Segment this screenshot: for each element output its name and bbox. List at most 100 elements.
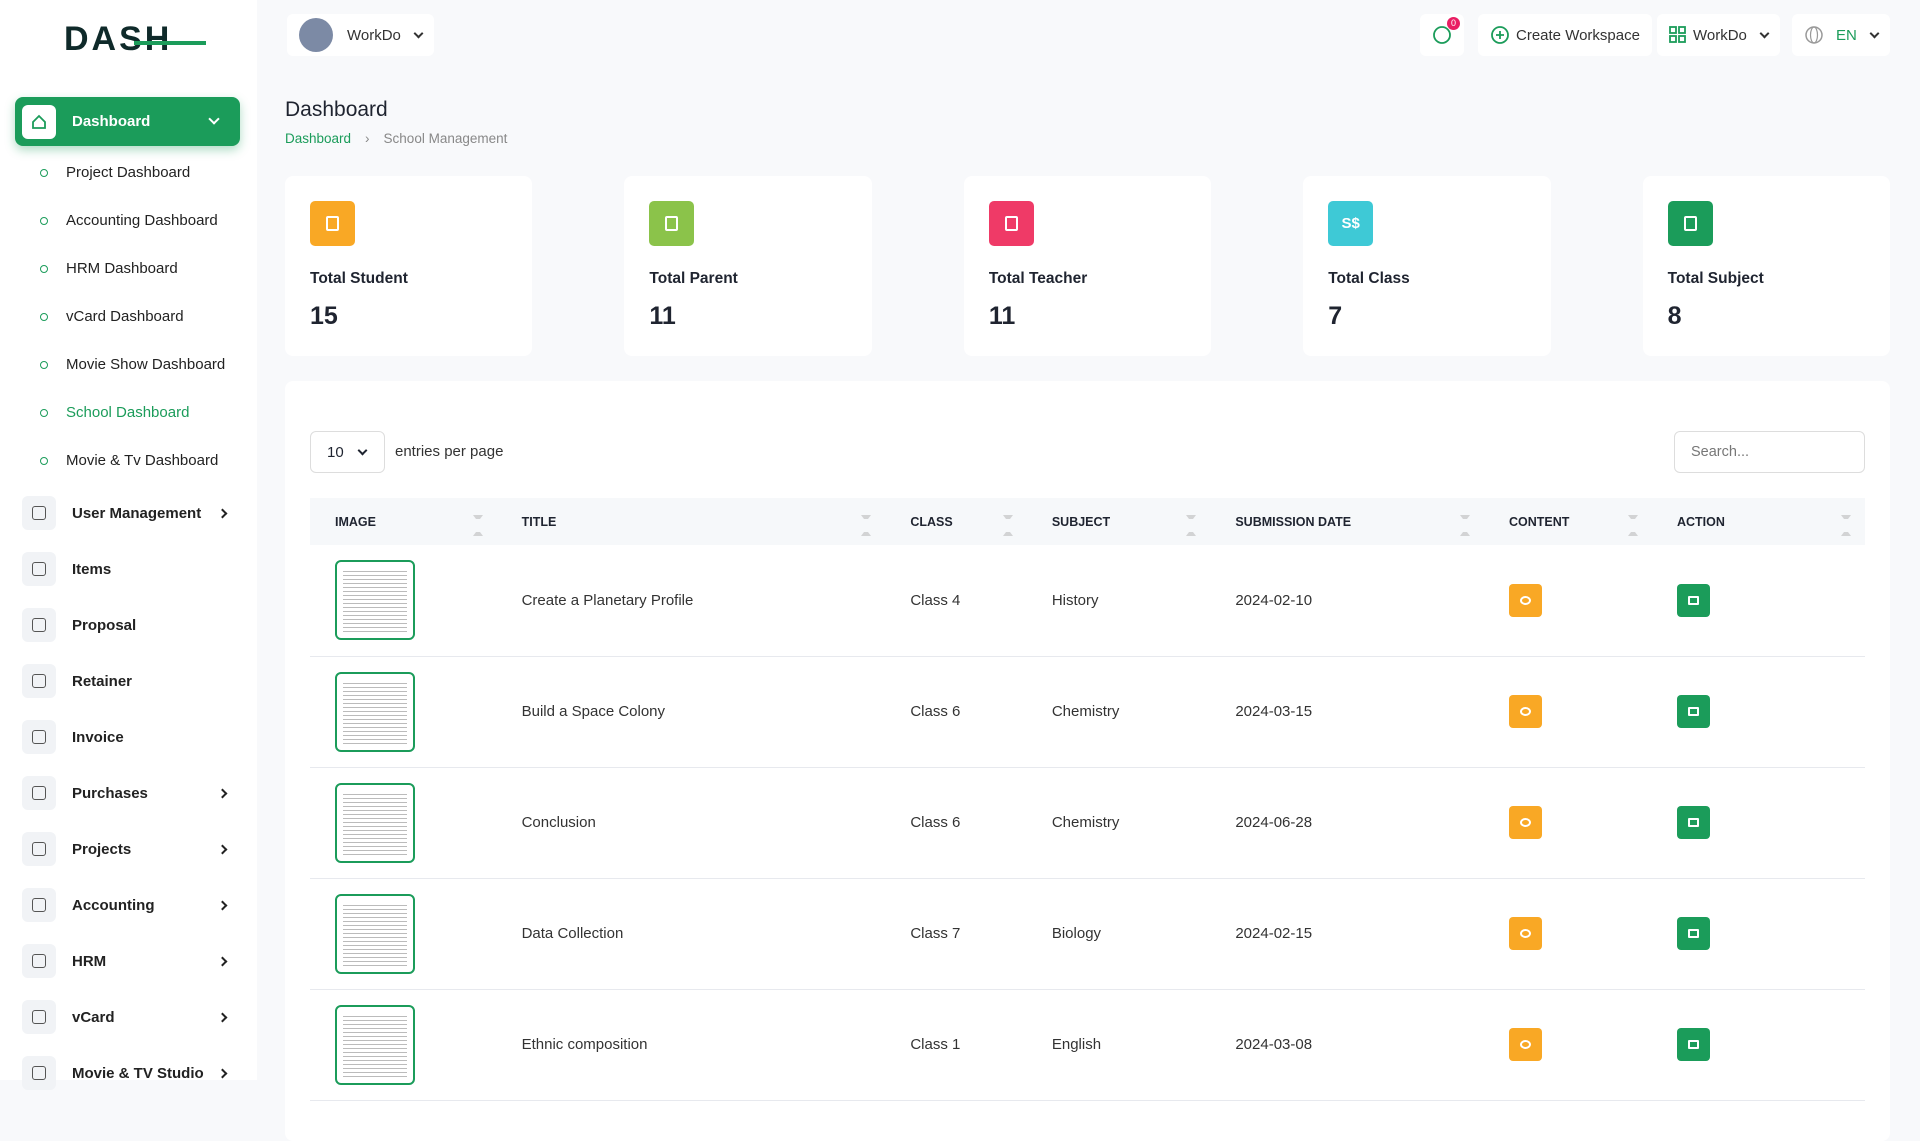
column-header[interactable]: CLASS bbox=[885, 498, 1027, 545]
create-workspace[interactable]: Create Workspace bbox=[1478, 14, 1652, 56]
cell: Class 1 bbox=[885, 989, 1027, 1101]
submenu-item[interactable]: Movie & Tv Dashboard bbox=[40, 452, 218, 469]
page-size-label: entries per page bbox=[395, 443, 504, 460]
card-value: 11 bbox=[988, 302, 1016, 330]
download-button[interactable] bbox=[1676, 806, 1710, 839]
chevron bbox=[217, 1012, 228, 1022]
card-label: Total Class bbox=[1328, 270, 1410, 287]
download-button[interactable] bbox=[1676, 917, 1710, 950]
menu-item[interactable]: Retainer bbox=[22, 664, 240, 698]
chevron bbox=[357, 445, 368, 456]
cell: Class 6 bbox=[885, 767, 1027, 879]
submenu-item[interactable]: Project Dashboard bbox=[40, 164, 190, 181]
page-size-select[interactable]: 10 bbox=[310, 431, 385, 473]
workspace-switcher[interactable]: WorkDo bbox=[287, 14, 434, 56]
menu-label: Projects bbox=[72, 840, 132, 858]
submenu-item[interactable]: vCard Dashboard bbox=[40, 308, 184, 325]
download-button[interactable] bbox=[1676, 583, 1710, 617]
content-button[interactable] bbox=[1509, 1028, 1542, 1061]
chat-icon bbox=[1433, 26, 1451, 44]
cell: Data Collection bbox=[496, 878, 886, 990]
table-body: Create a Planetary Profile Class 4 History… bbox=[310, 545, 1865, 1101]
stat-card: S$ Total Class 7 bbox=[1303, 176, 1551, 356]
menu-label: Items bbox=[72, 560, 112, 578]
search-input[interactable]: Search... bbox=[1674, 431, 1865, 473]
stat-card: Total Parent 11 bbox=[624, 176, 872, 356]
sidebar: DASH Dashboard Project Dashboard Accounti… bbox=[0, 0, 257, 1090]
crumb-link[interactable]: Dashboard bbox=[285, 131, 352, 146]
logo: DASH bbox=[64, 20, 207, 58]
menu-item[interactable]: Projects bbox=[22, 832, 240, 866]
icon-glyph bbox=[32, 618, 46, 632]
thumbnail bbox=[335, 560, 415, 641]
submenu-item[interactable]: Accounting Dashboard bbox=[40, 212, 218, 229]
menu-item[interactable]: HRM bbox=[22, 944, 240, 978]
menu-item[interactable]: User Management bbox=[22, 496, 240, 530]
button-glyph bbox=[1520, 1040, 1531, 1049]
table-row: Data Collection Class 7 Biology 2024-02-15 bbox=[310, 878, 1865, 990]
action-cell bbox=[1651, 767, 1865, 879]
chevron bbox=[1869, 28, 1880, 38]
stat-card: Total Subject 8 bbox=[1642, 176, 1891, 356]
active-menu-item[interactable]: Dashboard bbox=[15, 97, 240, 146]
content-button[interactable] bbox=[1509, 917, 1542, 950]
cell: 2024-03-08 bbox=[1210, 989, 1484, 1101]
submenu-item[interactable]: School Dashboard bbox=[40, 404, 189, 421]
chevron bbox=[217, 1068, 228, 1078]
grid-icon bbox=[1669, 26, 1686, 43]
card-value: 11 bbox=[649, 302, 676, 330]
download-button[interactable] bbox=[1676, 695, 1710, 728]
button-glyph bbox=[1687, 595, 1699, 605]
menu-label: Invoice bbox=[72, 728, 124, 746]
icon-glyph bbox=[32, 842, 46, 856]
menu-label: User Management bbox=[72, 504, 202, 522]
menu-item[interactable]: Accounting bbox=[22, 888, 240, 922]
stat-card: Total Student 15 bbox=[285, 176, 533, 356]
download-button[interactable] bbox=[1676, 1028, 1710, 1061]
image-cell bbox=[310, 989, 497, 1101]
cell: Create a Planetary Profile bbox=[496, 545, 886, 657]
button-glyph bbox=[1687, 1040, 1699, 1049]
column-header[interactable]: CONTENT bbox=[1484, 498, 1652, 545]
column-header[interactable]: SUBJECT bbox=[1026, 498, 1211, 545]
submenu-item[interactable]: HRM Dashboard bbox=[40, 260, 178, 277]
body: DASH Dashboard Project Dashboard Accounti… bbox=[0, 0, 1920, 1080]
cell: English bbox=[1026, 989, 1211, 1101]
content-button[interactable] bbox=[1509, 583, 1542, 617]
content-button[interactable] bbox=[1509, 695, 1542, 728]
chevron bbox=[1759, 28, 1770, 38]
menu-item[interactable]: Items bbox=[22, 552, 240, 586]
menu-label: Retainer bbox=[72, 672, 133, 690]
icon-glyph bbox=[1683, 216, 1697, 231]
menu-item[interactable]: vCard bbox=[22, 1000, 240, 1034]
label: Create Workspace bbox=[1516, 26, 1640, 44]
language-switcher[interactable]: EN bbox=[1792, 14, 1890, 56]
chevron bbox=[217, 956, 228, 966]
menu-item[interactable]: Purchases bbox=[22, 776, 240, 810]
menu-item[interactable]: Invoice bbox=[22, 720, 240, 754]
column-header[interactable]: ACTION bbox=[1651, 498, 1865, 545]
action-cell bbox=[1484, 656, 1652, 768]
notifications[interactable]: 0 bbox=[1420, 14, 1464, 56]
column-header[interactable]: TITLE bbox=[496, 498, 886, 545]
menu-item[interactable]: Movie & TV Studio bbox=[22, 1056, 240, 1090]
column-header[interactable]: SUBMISSION DATE bbox=[1210, 498, 1484, 545]
thumbnail-content bbox=[343, 679, 407, 744]
icon bbox=[22, 496, 56, 530]
crumb-current: School Management bbox=[383, 131, 508, 146]
icon bbox=[22, 664, 56, 698]
button-glyph bbox=[1520, 595, 1531, 605]
column-header[interactable]: IMAGE bbox=[310, 498, 497, 545]
table-row: Conclusion Class 6 Chemistry 2024-06-28 bbox=[310, 767, 1865, 879]
submenu-item[interactable]: Movie Show Dashboard bbox=[40, 356, 225, 373]
chevron bbox=[217, 900, 228, 910]
thumbnail-content bbox=[343, 568, 407, 633]
icon bbox=[22, 720, 56, 754]
chevron bbox=[413, 28, 424, 38]
content-button[interactable] bbox=[1509, 806, 1542, 839]
image-cell bbox=[310, 656, 497, 768]
action-cell bbox=[1484, 767, 1652, 879]
company-switcher[interactable]: WorkDo bbox=[1657, 14, 1780, 56]
menu-item[interactable]: Proposal bbox=[22, 608, 240, 642]
menu-label: HRM bbox=[72, 952, 107, 970]
